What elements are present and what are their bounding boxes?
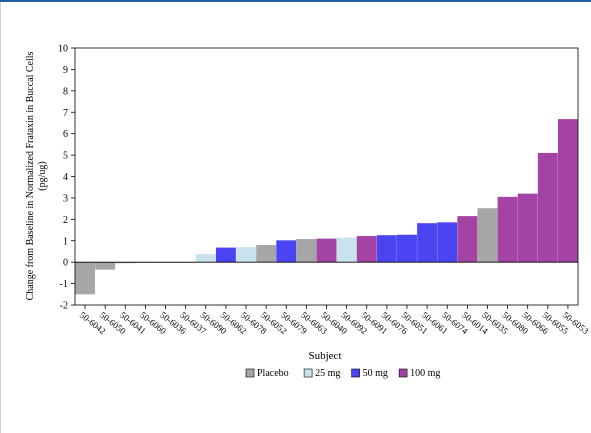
bar-50-6041 [115,262,136,264]
bar-50-6074 [437,222,458,263]
bar-50-6061 [417,223,438,263]
top-accent-rule [0,0,591,2]
y-tick-label: 4 [63,172,68,183]
bar-50-6063 [296,239,317,263]
y-tick-label: 8 [63,86,68,97]
bar-50-6035 [477,208,498,263]
x-axis-label: Subject [309,350,342,362]
bar-50-6042 [75,262,96,295]
legend-label: 100 mg [410,368,440,379]
bar-50-6066 [517,193,538,263]
bar-50-6079 [276,240,297,263]
bar-50-6051 [397,234,417,263]
bar-50-6062 [215,247,236,263]
bar-50-6050 [95,262,116,270]
y-tick-label: 10 [58,44,68,55]
y-tick-label: -1 [60,279,68,290]
y-axis-label-line-1: Change from Baseline in Normalized Frata… [25,51,36,300]
bar-50-6091 [356,236,377,263]
legend-swatch-100-mg [398,368,408,378]
bar-50-6052 [256,245,277,263]
y-tick-label: 9 [63,65,68,76]
legend-swatch-50-mg [351,368,360,378]
y-tick-label: -2 [60,301,68,312]
y-tick-label: 7 [63,108,68,119]
bar-50-6092 [336,237,357,263]
legend-label: Placebo [257,368,289,379]
bar-50-6078 [236,247,256,263]
legend: Placebo 25 mg 50 mg 100 mg [245,368,440,379]
frame-edge [0,2,1,433]
y-tick-label: 2 [63,215,68,226]
legend-label: 25 mg [315,368,340,379]
y-tick-label: 0 [63,258,68,269]
legend-swatch-25-mg [303,368,313,378]
legend-swatch-placebo [245,368,255,378]
y-axis-label-line-2: (pg/ug) [37,161,48,190]
bar-50-6014 [457,216,478,263]
y-tick-label: 1 [63,236,68,247]
bar-50-6055 [537,152,558,263]
y-tick-label: 6 [63,129,68,140]
legend-label: 50 mg [363,368,388,379]
y-tick-label: 3 [63,193,68,204]
bar-50-6053 [557,119,578,263]
plot-frame [74,47,579,306]
bar-50-6090 [195,254,216,263]
bar-50-6040 [316,238,337,263]
bar-50-6076 [376,235,397,263]
y-tick-label: 5 [63,151,68,162]
bar-50-6080 [497,196,518,263]
